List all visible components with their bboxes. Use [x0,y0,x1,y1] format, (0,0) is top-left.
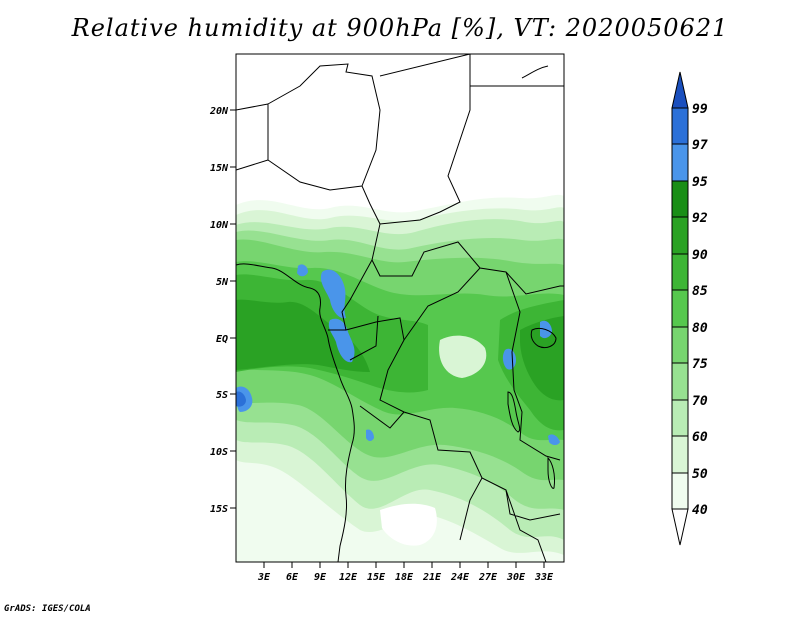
grads-credit: GrADS: IGES/COLA [4,604,91,614]
colorbar [671,71,689,546]
colorbar-label: 80 [692,321,708,336]
lon-label: 18E [395,572,414,583]
rh-dry-south [380,503,437,546]
colorbar-label: 75 [692,357,708,372]
colorbar-swatch-70 [671,362,689,401]
colorbar-label: 85 [692,284,708,299]
lat-label: 10N [210,220,229,231]
lon-label: 27E [478,572,498,583]
colorbar-label: 60 [692,430,708,445]
rh-contour-95-south [366,429,374,441]
lat-label: 10S [210,447,228,458]
colorbar-bottom-arrow [671,508,689,546]
lat-label: 15N [210,163,229,174]
rh-contour-95-nigeria [297,264,308,277]
lon-label: 12E [339,572,358,583]
colorbar-label: 70 [692,394,708,409]
colorbar-swatch-95 [671,143,689,182]
colorbar-swatch-75 [671,326,689,364]
lat-label: 5N [216,277,229,288]
lat-label: 15S [210,504,228,515]
colorbar-labels: 99 97 95 92 90 85 80 75 70 60 50 40 [692,102,708,518]
red-sea-coast [521,65,549,79]
longitude-labels: 3E 6E 9E 12E 15E 18E 21E 24E 27E 30E 33E [257,572,554,583]
lake-malawi [547,456,555,489]
rh-contour-97-coast [236,391,246,407]
colorbar-swatch-50 [671,435,689,474]
colorbar-swatch-80 [671,289,689,328]
lon-label: 30E [506,572,526,583]
west-africa-coastline [236,263,355,562]
lat-label: EQ [216,334,228,345]
colorbar-label: 95 [692,175,708,190]
rh-contour-90 [236,299,370,372]
colorbar-swatch-60 [671,399,689,437]
colorbar-label: 50 [692,467,708,482]
lon-label: 6E [286,572,299,583]
lat-label: 20N [209,106,229,117]
lat-label: 5S [216,390,228,401]
humidity-field [236,194,564,562]
lon-label: 3E [257,572,271,583]
border-lines [236,54,564,562]
colorbar-swatch-40 [671,472,689,510]
lon-label: 9E [314,572,327,583]
latitude-labels: 20N 15N 10N 5N EQ 5S 10S 15S [209,106,229,515]
colorbar-label: 99 [692,102,708,117]
map-title: Relative humidity at 900hPa [%], VT: 202… [71,14,729,42]
map-borders [236,54,564,562]
lon-label: 21E [422,572,442,583]
rh-contour-95-cameroon [320,269,346,319]
lon-label: 33E [534,572,554,583]
longitude-axis [263,562,545,568]
lon-label: 15E [367,572,386,583]
colorbar-swatch-90 [671,216,689,255]
colorbar-label: 40 [692,503,708,518]
colorbar-swatch-92 [671,180,689,218]
rh-dry-central [439,335,487,378]
lake-victoria [530,327,557,349]
map-frame [235,53,565,563]
rh-contour-95-tanzania [548,434,560,445]
colorbar-swatch-85 [671,253,689,291]
lake-tanganyika [507,391,521,433]
lon-label: 24E [450,572,470,583]
colorbar-label: 97 [692,138,708,153]
colorbar-swatch-97 [671,107,689,145]
latitude-axis [230,109,236,509]
colorbar-label: 90 [692,248,708,263]
colorbar-label: 92 [692,211,708,226]
colorbar-top-arrow [671,71,689,109]
